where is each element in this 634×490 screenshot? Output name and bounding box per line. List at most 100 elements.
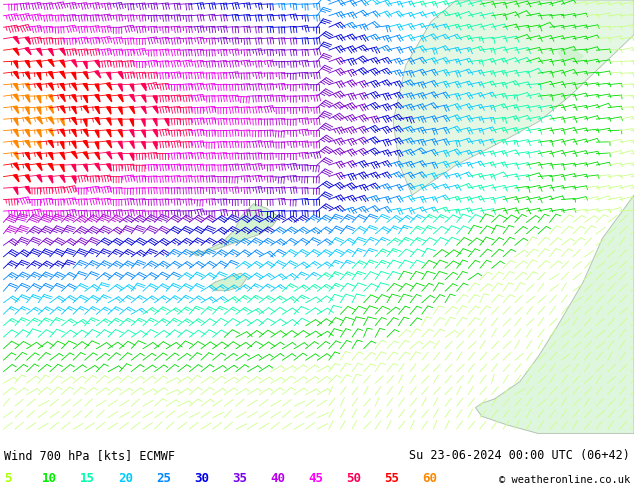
Polygon shape [165,119,169,126]
Polygon shape [60,49,65,55]
Text: 45: 45 [308,472,323,486]
Polygon shape [48,83,53,90]
Polygon shape [72,165,76,172]
Polygon shape [60,60,65,68]
Polygon shape [13,37,19,44]
Polygon shape [25,164,30,171]
Polygon shape [25,141,30,147]
Polygon shape [25,107,29,115]
Polygon shape [153,96,157,103]
Polygon shape [141,106,146,114]
Polygon shape [107,130,111,137]
Polygon shape [25,152,30,160]
Polygon shape [95,118,100,125]
Polygon shape [13,163,19,170]
Polygon shape [60,129,65,137]
Polygon shape [48,164,54,171]
Polygon shape [13,129,18,137]
Polygon shape [48,141,53,148]
Polygon shape [13,152,18,160]
Polygon shape [25,130,30,137]
Polygon shape [60,152,65,160]
Polygon shape [118,95,123,102]
Polygon shape [48,176,53,183]
Polygon shape [25,187,30,194]
Text: 55: 55 [384,472,399,486]
Polygon shape [130,84,134,92]
Polygon shape [60,119,64,126]
Polygon shape [25,95,30,102]
Polygon shape [190,204,279,256]
Polygon shape [37,60,42,68]
Polygon shape [118,72,123,79]
Polygon shape [48,72,53,79]
Polygon shape [60,72,65,78]
Polygon shape [476,195,634,434]
Polygon shape [37,83,42,91]
Polygon shape [37,73,41,80]
Polygon shape [13,94,19,101]
Polygon shape [95,152,100,160]
Polygon shape [37,49,42,55]
Polygon shape [83,72,88,79]
Polygon shape [107,164,112,171]
Polygon shape [153,142,157,149]
Polygon shape [83,141,88,148]
Polygon shape [13,83,18,91]
Polygon shape [72,176,76,183]
Polygon shape [141,83,146,91]
Polygon shape [107,73,111,80]
Polygon shape [107,141,112,148]
Polygon shape [107,83,112,90]
Polygon shape [118,130,122,137]
Polygon shape [94,71,101,78]
Polygon shape [25,117,30,124]
Polygon shape [118,119,122,126]
Text: 15: 15 [80,472,95,486]
Polygon shape [60,175,65,182]
Polygon shape [95,142,98,149]
Polygon shape [118,142,122,148]
Polygon shape [25,37,30,44]
Polygon shape [130,119,134,126]
Polygon shape [153,130,158,137]
Polygon shape [209,273,247,291]
Polygon shape [72,83,77,91]
Text: 60: 60 [422,472,437,486]
Text: 25: 25 [156,472,171,486]
Polygon shape [60,165,64,172]
Polygon shape [95,60,100,68]
Text: 5: 5 [4,472,11,486]
Text: Su 23-06-2024 00:00 UTC (06+42): Su 23-06-2024 00:00 UTC (06+42) [409,449,630,463]
Polygon shape [72,60,77,67]
Polygon shape [13,106,18,114]
Polygon shape [393,0,634,195]
Polygon shape [60,95,65,102]
Text: 20: 20 [118,472,133,486]
Polygon shape [95,164,100,171]
Polygon shape [60,106,65,113]
Polygon shape [72,73,76,80]
Polygon shape [60,83,65,91]
Polygon shape [83,106,89,113]
Polygon shape [141,130,145,138]
Polygon shape [48,117,54,124]
Polygon shape [48,106,53,113]
Polygon shape [83,96,87,103]
Polygon shape [141,142,145,149]
Polygon shape [107,95,112,102]
Polygon shape [130,153,134,161]
Polygon shape [130,95,135,102]
Polygon shape [48,60,54,67]
Polygon shape [118,84,122,91]
Polygon shape [72,118,77,125]
Polygon shape [153,119,157,126]
Text: 30: 30 [194,472,209,486]
Polygon shape [25,61,30,68]
Polygon shape [48,129,54,136]
Polygon shape [13,187,18,195]
Polygon shape [72,129,76,137]
Polygon shape [13,118,18,125]
Polygon shape [83,62,87,69]
Polygon shape [141,95,146,102]
